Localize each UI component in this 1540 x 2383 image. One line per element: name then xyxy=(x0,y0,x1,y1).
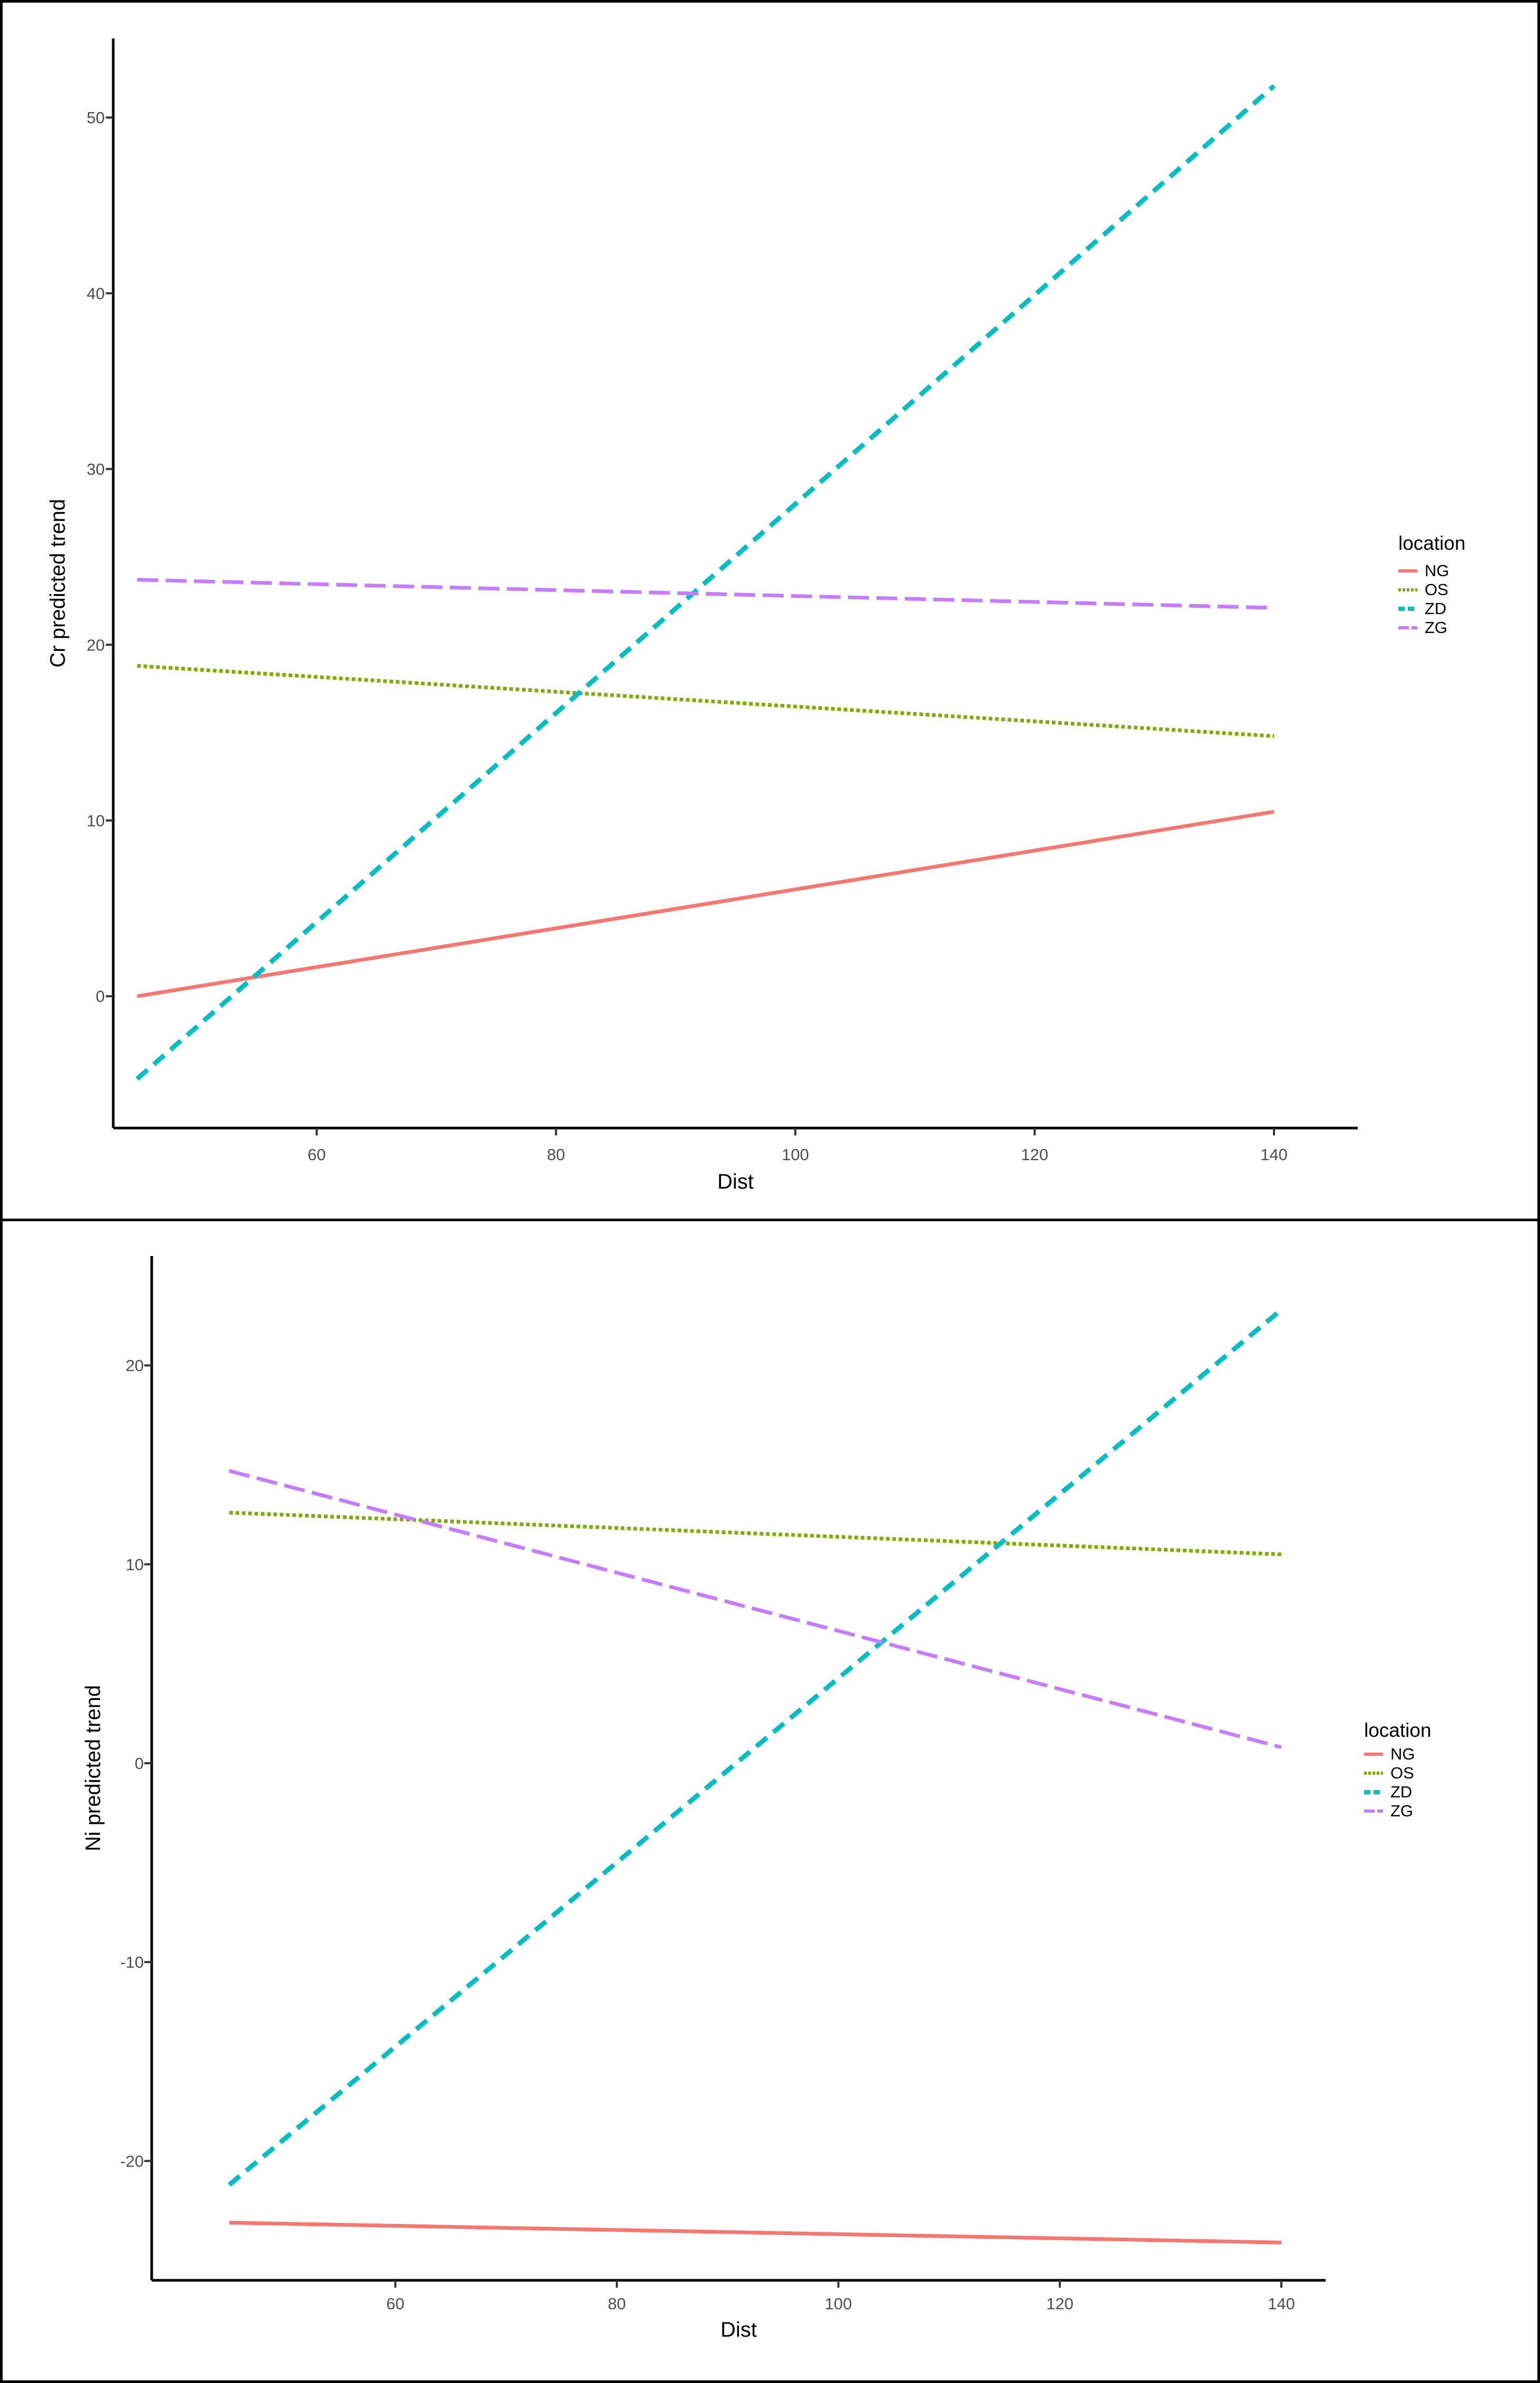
ni-y-axis-title: Ni predicted trend xyxy=(82,1685,105,1852)
cr-legend-label-zd: ZD xyxy=(1425,599,1446,618)
cr-y-tick-label: 0 xyxy=(96,987,105,1006)
cr-legend-label-ng: NG xyxy=(1425,561,1449,580)
ni-legend-label-os: OS xyxy=(1390,1764,1414,1782)
ni-y-tick-label: -20 xyxy=(120,2152,144,2170)
cr-series-line-ng xyxy=(136,809,1275,998)
ni-series-line-os xyxy=(229,1510,1282,1556)
ni-x-tick-label: 60 xyxy=(386,2295,404,2313)
cr-chart: 60 80 100 120 140 0 10 20 30 40 50 Dist Cr predicted… xyxy=(46,38,1466,1193)
ni-legend-title: location xyxy=(1364,1719,1432,1741)
cr-x-tick-label: 140 xyxy=(1260,1145,1288,1164)
ni-x-tick-label: 140 xyxy=(1268,2295,1295,2313)
ni-chart: 60 80 100 120 140 -20 -10 0 10 20 Dist Ni predicted… xyxy=(82,1256,1432,2341)
cr-x-tick-label: 80 xyxy=(547,1145,565,1164)
cr-x-tick-label: 60 xyxy=(308,1145,325,1164)
ni-x-axis-title: Dist xyxy=(720,2318,757,2341)
cr-series-line-zd xyxy=(135,84,1276,1081)
cr-x-tick-label: 100 xyxy=(782,1145,809,1164)
ni-y-tick-label: 10 xyxy=(126,1555,144,1574)
ni-chart-panel: 60 80 100 120 140 -20 -10 0 10 20 Dist Ni predicted… xyxy=(0,1219,1540,2383)
cr-x-tick-label: 120 xyxy=(1021,1145,1049,1164)
cr-legend-label-os: OS xyxy=(1425,580,1448,599)
cr-y-axis-title: Cr predicted trend xyxy=(46,499,70,667)
ni-y-tick-label: 0 xyxy=(135,1754,144,1773)
cr-y-tick-label: 30 xyxy=(87,460,105,479)
cr-chart-panel: 60 80 100 120 140 0 10 20 30 40 50 Dist Cr predicted… xyxy=(0,0,1540,1222)
cr-y-tick-label: 40 xyxy=(87,284,105,303)
cr-y-tick-label: 20 xyxy=(87,636,105,654)
ni-series-line-zd xyxy=(228,1308,1283,2187)
ni-y-tick-label: -10 xyxy=(120,1953,144,1972)
cr-y-tick-label: 10 xyxy=(87,812,105,830)
cr-series-line-zg xyxy=(137,578,1275,610)
ni-x-tick-label: 80 xyxy=(608,2295,626,2313)
ni-x-tick-label: 120 xyxy=(1046,2295,1073,2313)
ni-legend-label-ng: NG xyxy=(1390,1745,1415,1763)
cr-y-tick-label: 50 xyxy=(87,108,105,127)
cr-legend-title: location xyxy=(1398,532,1466,554)
ni-x-tick-label: 100 xyxy=(825,2295,852,2313)
cr-legend-label-zg: ZG xyxy=(1425,618,1447,637)
ni-legend-label-zg: ZG xyxy=(1390,1802,1413,1820)
ni-series-line-ng xyxy=(229,2221,1281,2244)
cr-x-axis-title: Dist xyxy=(717,1170,754,1193)
ni-y-tick-label: 20 xyxy=(126,1357,144,1375)
ni-legend-label-zd: ZD xyxy=(1390,1783,1412,1801)
cr-series-line-os xyxy=(137,664,1275,738)
ni-series-line-zg xyxy=(229,1469,1282,1749)
